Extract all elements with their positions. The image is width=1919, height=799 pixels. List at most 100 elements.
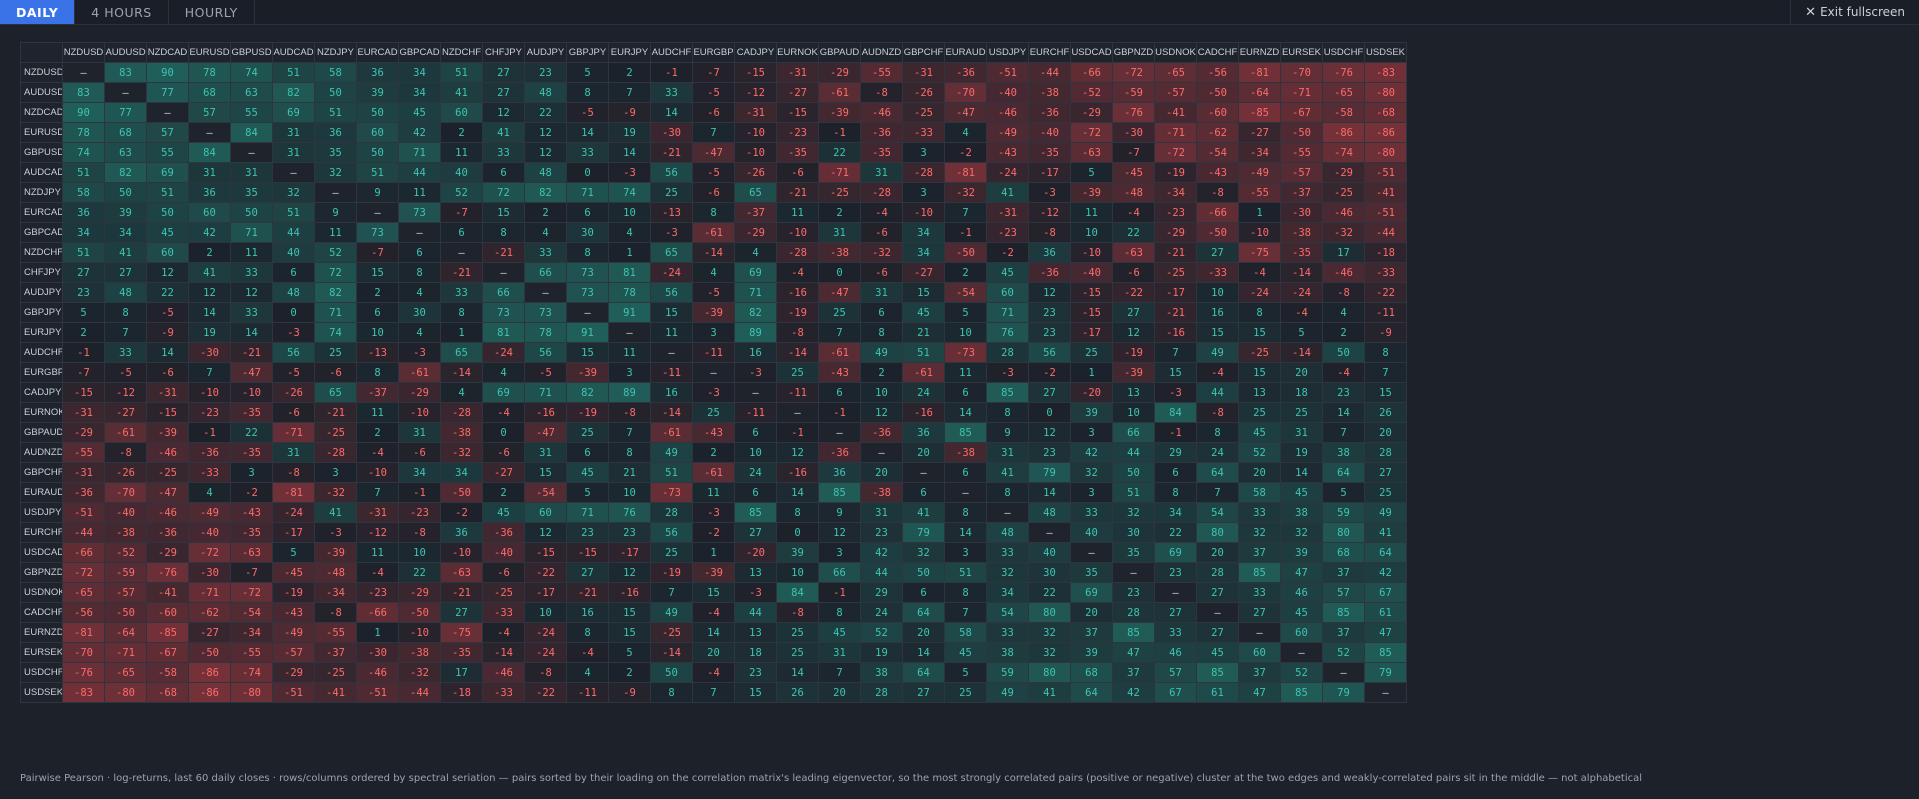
correlation-cell: 80 [1028, 662, 1071, 683]
tab-daily[interactable]: DAILY [0, 0, 76, 24]
correlation-cell: 74 [62, 142, 105, 163]
correlation-cell: -46 [482, 662, 525, 683]
correlation-cell: 5 [944, 662, 987, 683]
correlation-cell: 24 [1196, 442, 1239, 463]
correlation-cell: 48 [1028, 502, 1071, 523]
correlation-cell: -85 [1238, 102, 1281, 123]
correlation-cell: 29 [1154, 442, 1197, 463]
correlation-cell: 11 [314, 222, 357, 243]
correlation-cell: 6 [902, 482, 945, 503]
correlation-cell: -35 [230, 522, 273, 543]
correlation-cell: 11 [398, 182, 441, 203]
correlation-cell: -15 [1070, 282, 1113, 303]
column-header: EURNOK [776, 42, 819, 63]
correlation-cell: 33 [230, 302, 273, 323]
correlation-cell: -15 [62, 382, 105, 403]
correlation-cell: 22 [1112, 222, 1155, 243]
exit-fullscreen-button[interactable]: ✕ Exit fullscreen [1790, 0, 1919, 24]
correlation-cell: 17 [440, 662, 483, 683]
correlation-cell: -4 [356, 442, 399, 463]
correlation-cell: 34 [398, 62, 441, 83]
correlation-cell: — [1196, 602, 1239, 623]
correlation-cell: 32 [272, 182, 315, 203]
correlation-cell: 48 [986, 522, 1029, 543]
correlation-cell: -17 [1028, 162, 1071, 183]
correlation-cell: 4 [734, 242, 777, 263]
correlation-cell: 8 [650, 682, 693, 703]
correlation-cell: 8 [566, 242, 609, 263]
correlation-cell: 45 [902, 302, 945, 323]
correlation-cell: — [1028, 522, 1071, 543]
correlation-cell: -36 [482, 522, 525, 543]
correlation-cell: 60 [1280, 622, 1323, 643]
correlation-cell: -36 [146, 522, 189, 543]
correlation-cell: 10 [734, 442, 777, 463]
correlation-cell: 71 [986, 302, 1029, 323]
tab-4-hours[interactable]: 4 HOURS [75, 0, 169, 24]
correlation-cell: -50 [1280, 122, 1323, 143]
correlation-cell: 38 [986, 642, 1029, 663]
correlation-cell: 2 [524, 202, 567, 223]
column-header: AUDCAD [272, 42, 315, 63]
correlation-cell: 7 [944, 202, 987, 223]
correlation-cell: -15 [146, 402, 189, 423]
correlation-cell: -65 [1154, 62, 1197, 83]
correlation-cell: -8 [608, 402, 651, 423]
correlation-cell: 22 [230, 422, 273, 443]
table-row: GBPCHF -31 -26 -25 -33 3 -8 3 -10 34 34 -27 15 45 21 51… [20, 462, 1407, 483]
correlation-cell: 71 [314, 302, 357, 323]
correlation-cell: 56 [650, 282, 693, 303]
correlation-cell: — [272, 162, 315, 183]
correlation-cell: -36 [62, 482, 105, 503]
correlation-cell: 29 [860, 582, 903, 603]
correlation-cell: 2 [356, 282, 399, 303]
correlation-cell: 5 [1280, 322, 1323, 343]
correlation-cell: 48 [104, 282, 147, 303]
column-header: NZDUSD [62, 42, 105, 63]
correlation-cell: 22 [1154, 522, 1197, 543]
correlation-cell: 10 [944, 322, 987, 343]
correlation-cell: 17 [1322, 242, 1365, 263]
table-row: USDNOK -65 -57 -41 -71 -72 -19 -34 -23 -29 -21 -25-… [20, 582, 1407, 603]
correlation-cell: 30 [398, 302, 441, 323]
correlation-cell: -46 [986, 102, 1029, 123]
correlation-cell: 35 [230, 182, 273, 203]
correlation-cell: 61 [1196, 682, 1239, 703]
correlation-cell: -72 [188, 542, 231, 563]
correlation-cell: 3 [692, 322, 735, 343]
correlation-cell: 6 [860, 302, 903, 323]
correlation-cell: -2 [230, 482, 273, 503]
correlation-cell: -2 [692, 522, 735, 543]
correlation-cell: -46 [146, 442, 189, 463]
correlation-cell: 6 [482, 162, 525, 183]
correlation-cell: -4 [860, 202, 903, 223]
correlation-cell: 34 [986, 582, 1029, 603]
correlation-cell: -50 [398, 602, 441, 623]
correlation-cell: 4 [188, 482, 231, 503]
correlation-cell: — [650, 342, 693, 363]
correlation-cell: -47 [524, 422, 567, 443]
correlation-cell: -21 [1154, 302, 1197, 323]
correlation-cell: 16 [650, 382, 693, 403]
correlation-cell: -61 [104, 422, 147, 443]
correlation-cell: 35 [314, 142, 357, 163]
correlation-cell: 28 [860, 682, 903, 703]
correlation-cell: -38 [1028, 82, 1071, 103]
correlation-cell: 65 [650, 242, 693, 263]
tab-hourly[interactable]: HOURLY [169, 0, 255, 24]
correlation-cell: -72 [230, 582, 273, 603]
correlation-cell: -18 [1364, 242, 1407, 263]
correlation-cell: 57 [146, 122, 189, 143]
correlation-cell: -52 [1070, 82, 1113, 103]
correlation-cell: 23 [1322, 382, 1365, 403]
row-header: NZDCHF [20, 242, 63, 263]
correlation-cell: -66 [1070, 62, 1113, 83]
correlation-cell: -34 [1154, 182, 1197, 203]
correlation-cell: 3 [902, 182, 945, 203]
correlation-cell: -1 [818, 582, 861, 603]
column-header: EURAUD [944, 42, 987, 63]
column-header: NZDCHF [440, 42, 483, 63]
correlation-cell: -9 [146, 322, 189, 343]
correlation-cell: -40 [188, 522, 231, 543]
correlation-cell: 25 [650, 182, 693, 203]
